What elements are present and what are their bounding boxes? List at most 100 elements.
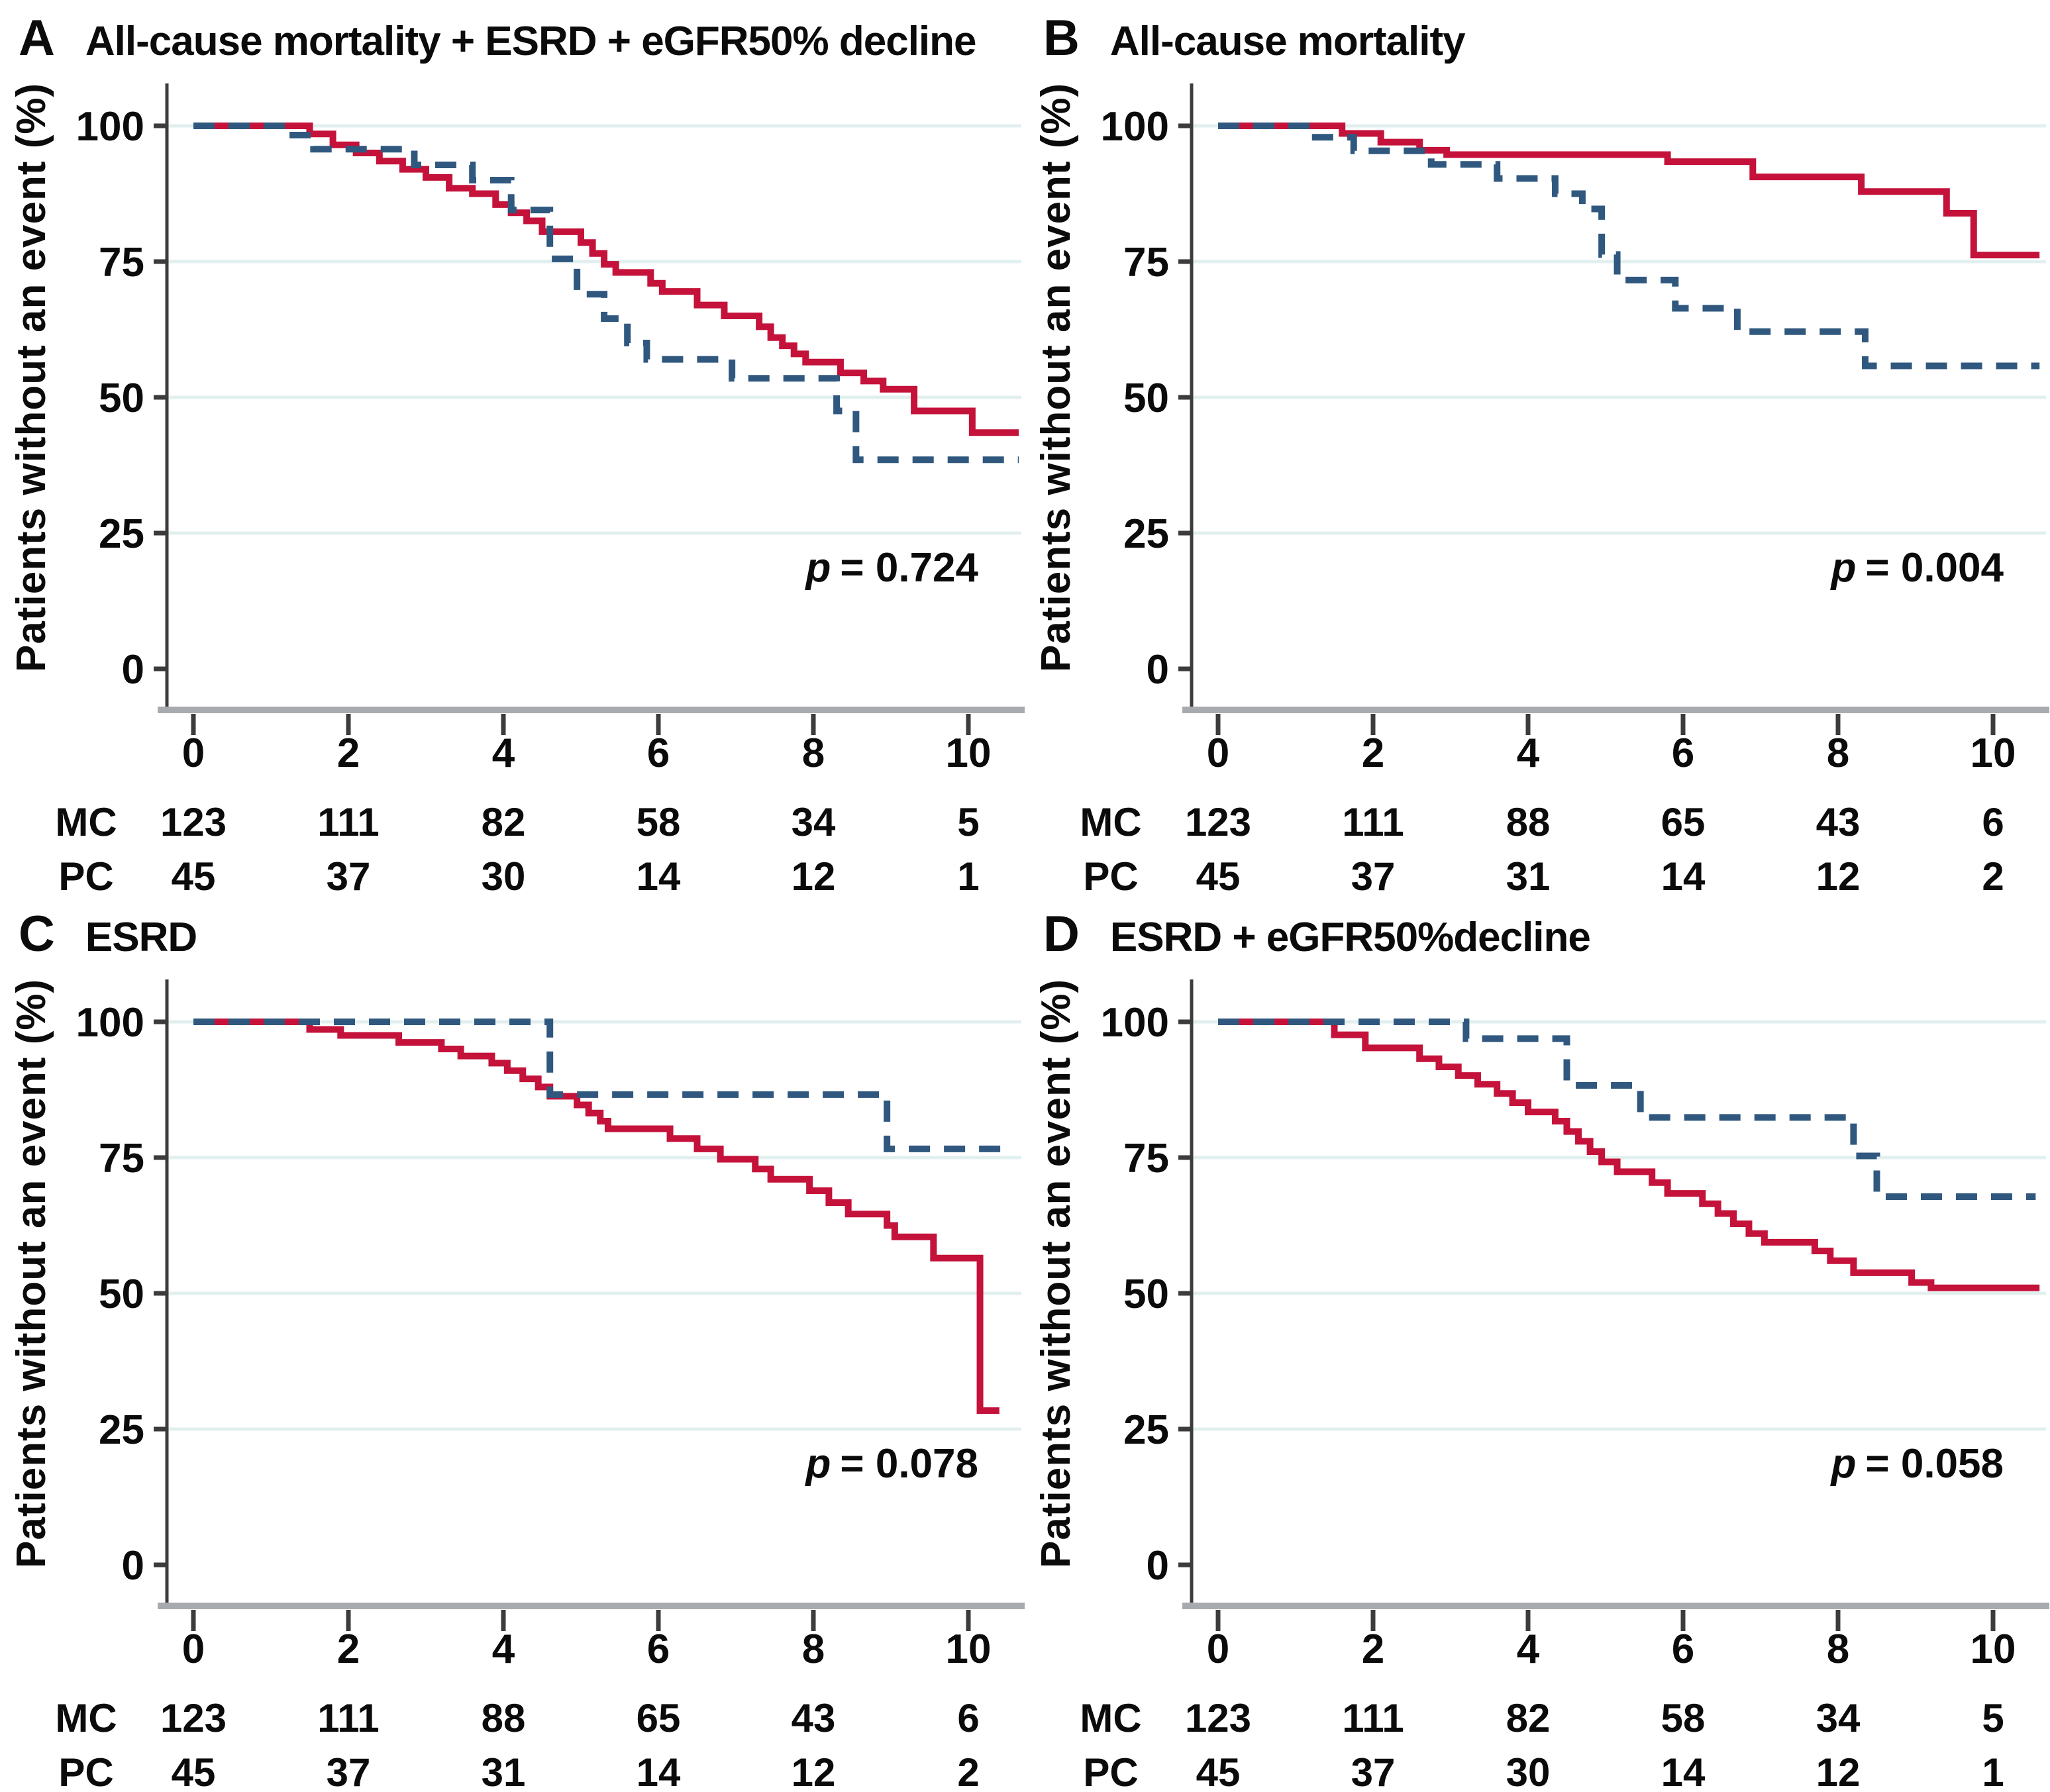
mc-curve [193,1019,999,1415]
x-tick-label-8: 8 [1827,1626,1849,1672]
y-tick-label-25: 25 [1123,1407,1169,1453]
y-tick-label-50: 50 [1123,375,1169,421]
risk-cell-PC-0: 45 [172,1750,216,1792]
risk-cell-MC-10: 6 [1982,800,2004,844]
risk-cell-PC-10: 1 [1982,1750,2004,1792]
p-symbol: p [1831,545,1857,591]
risk-cell-PC-6: 14 [637,854,681,896]
risk-cell-PC-8: 12 [792,854,836,896]
risk-cell-PC-4: 30 [1506,1750,1551,1792]
risk-cell-PC-0: 45 [1196,854,1241,896]
risk-cell-MC-6: 58 [637,800,681,844]
risk-cell-MC-4: 82 [1506,1696,1551,1740]
risk-cell-MC-6: 58 [1661,1696,1706,1740]
x-tick-label-6: 6 [647,1626,670,1672]
x-tick-label-8: 8 [802,730,825,776]
panel-title-text: ESRD + eGFR50%decline [1109,915,1591,960]
x-tick-label-0: 0 [1207,1626,1229,1672]
y-tick-label-75: 75 [99,1136,144,1181]
km-plot-b: 100 75 50 25 00 123 45 2 111 37 4 88 31 6 65 14 8 43 12 10 6… [1080,83,2049,896]
x-tick-label-10: 10 [946,730,992,776]
risk-cell-MC-8: 43 [792,1696,836,1740]
risk-row-label-MC: MC [1080,1696,1141,1740]
panel-letter: C [19,906,55,962]
y-tick-label-75: 75 [99,240,144,285]
y-tick-label-100: 100 [1101,1000,1169,1046]
p-value: p = 0.004 [1831,544,2004,591]
risk-cell-PC-10: 2 [957,1750,979,1792]
y-tick-label-0: 0 [1147,1543,1169,1589]
p-rest-text: = 0.004 [1865,545,2004,591]
risk-cell-PC-10: 1 [957,854,979,896]
x-tick-label-6: 6 [1672,730,1694,776]
risk-cell-PC-0: 45 [1196,1750,1241,1792]
p-symbol: p [805,1441,831,1487]
x-tick-label-8: 8 [802,1626,825,1672]
risk-cell-MC-6: 65 [637,1696,681,1740]
pc-curve [193,123,1019,464]
p-rest-text: = 0.058 [1865,1441,2004,1487]
risk-cell-PC-2: 37 [327,1750,371,1792]
x-tick-label-2: 2 [337,730,360,776]
p-rest-text: = 0.724 [840,545,978,591]
risk-cell-PC-2: 37 [327,854,371,896]
risk-cell-MC-10: 6 [957,1696,979,1740]
risk-cell-PC-10: 2 [1982,854,2004,896]
panel-title-text: ESRD [85,915,197,960]
p-symbol: p [1831,1441,1857,1487]
risk-cell-PC-2: 37 [1351,854,1396,896]
panel-letter: B [1043,10,1080,66]
y-tick-label-25: 25 [99,511,144,557]
p-value: p = 0.724 [806,544,978,591]
risk-cell-PC-8: 12 [1816,854,1861,896]
x-tick-label-4: 4 [1517,1626,1540,1672]
panel-c-title: C ESRD [19,905,197,963]
mc-curve [193,123,1019,436]
risk-cell-MC-4: 88 [1506,800,1551,844]
x-tick-label-8: 8 [1827,730,1849,776]
risk-cell-PC-8: 12 [1816,1750,1861,1792]
panel-letter: A [19,10,55,66]
risk-cell-PC-6: 14 [1661,1750,1706,1792]
y-tick-label-100: 100 [1101,104,1169,150]
pc-curve [1218,1019,2036,1201]
y-tick-label-0: 0 [1147,647,1169,693]
panel-title-text: All-cause mortality + ESRD + eGFR50% dec… [85,19,977,64]
x-tick-label-10: 10 [1971,1626,2016,1672]
panel-b: B All-cause mortality Patients without a… [1025,0,2050,896]
x-tick-label-4: 4 [492,730,515,776]
y-tick-label-100: 100 [76,1000,144,1046]
x-tick-label-0: 0 [182,730,205,776]
x-tick-label-4: 4 [1517,730,1540,776]
risk-row-label-MC: MC [55,800,117,844]
risk-cell-PC-4: 31 [482,1750,526,1792]
panel-b-title: B All-cause mortality [1043,9,1466,67]
y-tick-label-0: 0 [122,1543,144,1589]
risk-cell-MC-2: 111 [317,1696,380,1740]
x-tick-label-2: 2 [1362,1626,1384,1672]
risk-row-label-PC: PC [1083,854,1138,896]
km-plot-c: 100 75 50 25 00 123 45 2 111 37 4 88 31 6 65 14 8 43 12 10 6… [55,979,1025,1792]
mc-curve [1218,1019,2040,1291]
x-tick-label-0: 0 [1207,730,1229,776]
risk-cell-MC-0: 123 [1185,1696,1251,1740]
risk-row-label-PC: PC [1083,1750,1138,1792]
risk-cell-PC-4: 30 [482,854,526,896]
y-tick-label-50: 50 [99,375,144,421]
y-tick-label-0: 0 [122,647,144,693]
y-tick-label-75: 75 [1123,1136,1169,1181]
panel-d: D ESRD + eGFR50%decline Patients without… [1025,896,2050,1792]
panel-letter: D [1043,906,1080,962]
risk-cell-MC-2: 111 [1342,1696,1404,1740]
x-tick-label-0: 0 [182,1626,205,1672]
x-tick-label-10: 10 [946,1626,992,1672]
y-tick-label-25: 25 [1123,511,1169,557]
risk-cell-MC-8: 34 [792,800,836,844]
y-tick-label-50: 50 [99,1271,144,1317]
risk-cell-MC-2: 111 [317,800,380,844]
risk-cell-MC-8: 34 [1816,1696,1861,1740]
y-tick-label-50: 50 [1123,1271,1169,1317]
x-tick-label-2: 2 [337,1626,360,1672]
risk-cell-PC-4: 31 [1506,854,1551,896]
risk-cell-MC-0: 123 [160,1696,227,1740]
